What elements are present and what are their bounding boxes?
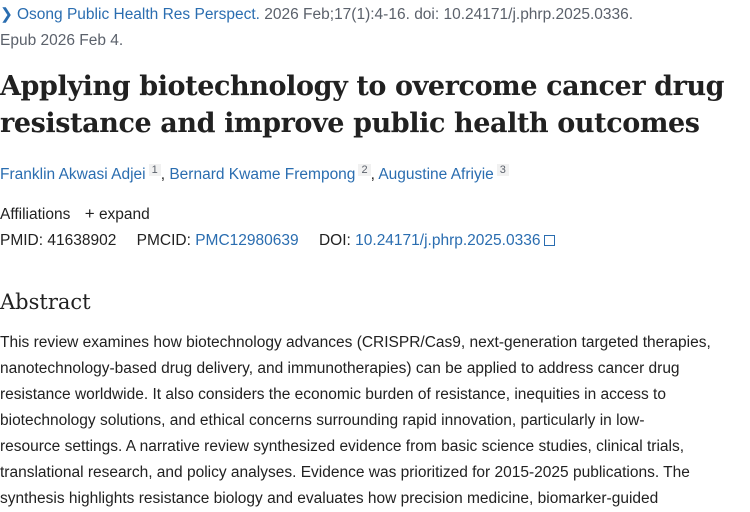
pmcid-link[interactable]: PMC12980639 <box>195 232 299 249</box>
article-ids: PMID: 41638902 PMCID: PMC12980639 DOI: 1… <box>0 232 556 250</box>
abstract-line: resistance worldwide. It also considers … <box>0 386 666 403</box>
abstract-heading: Abstract <box>0 290 91 314</box>
expand-label: expand <box>98 206 150 223</box>
affiliation-ref[interactable]: 1 <box>148 164 161 176</box>
author-link[interactable]: Franklin Akwasi Adjei <box>0 166 146 183</box>
epub-date: Epub 2026 Feb 4. <box>0 32 124 49</box>
abstract-line: synthesis highlights resistance biology … <box>0 490 659 507</box>
affiliations-label: Affiliations <box>0 206 71 223</box>
abstract-line: nanotechnology-based drug delivery, and … <box>0 360 680 377</box>
abstract-text: This review examines how biotechnology a… <box>0 330 711 512</box>
pmcid-label: PMCID: <box>136 232 191 249</box>
pmid-label: PMID: <box>0 232 44 249</box>
title-line: resistance and improve public health out… <box>0 108 700 139</box>
citation-details: 2026 Feb;17(1):4-16. doi: 10.24171/j.phr… <box>259 6 634 23</box>
article-title: Applying biotechnology to overcome cance… <box>0 68 725 142</box>
abstract-line: resource settings. A narrative review sy… <box>0 438 685 455</box>
author-list: Franklin Akwasi Adjei 1, Bernard Kwame Fr… <box>0 164 509 184</box>
doi-label: DOI: <box>318 232 351 249</box>
doi-link[interactable]: 10.24171/j.phrp.2025.0336 <box>355 232 541 249</box>
affiliation-ref[interactable]: 2 <box>358 164 371 176</box>
journal-link[interactable]: Osong Public Health Res Perspect. <box>17 6 260 23</box>
author-link[interactable]: Augustine Afriyie <box>378 166 494 183</box>
abstract-line: biotechnology solutions, and ethical con… <box>0 412 645 429</box>
external-link-icon[interactable] <box>544 235 556 246</box>
affiliations: Affiliations + expand <box>0 204 150 224</box>
title-line: Applying biotechnology to overcome cance… <box>0 71 725 102</box>
citation: ❯ Osong Public Health Res Perspect. 2026 … <box>0 2 633 54</box>
abstract-line: translational research, and policy analy… <box>0 464 690 481</box>
abstract-line: This review examines how biotechnology a… <box>0 334 711 351</box>
plus-icon: + <box>84 204 95 223</box>
author-link[interactable]: Bernard Kwame Frempong <box>169 166 356 183</box>
chevron-right-icon: ❯ <box>0 6 13 23</box>
pmid-value: 41638902 <box>47 232 117 249</box>
expand-affiliations-button[interactable]: + expand <box>75 204 150 223</box>
affiliation-ref[interactable]: 3 <box>496 164 509 176</box>
